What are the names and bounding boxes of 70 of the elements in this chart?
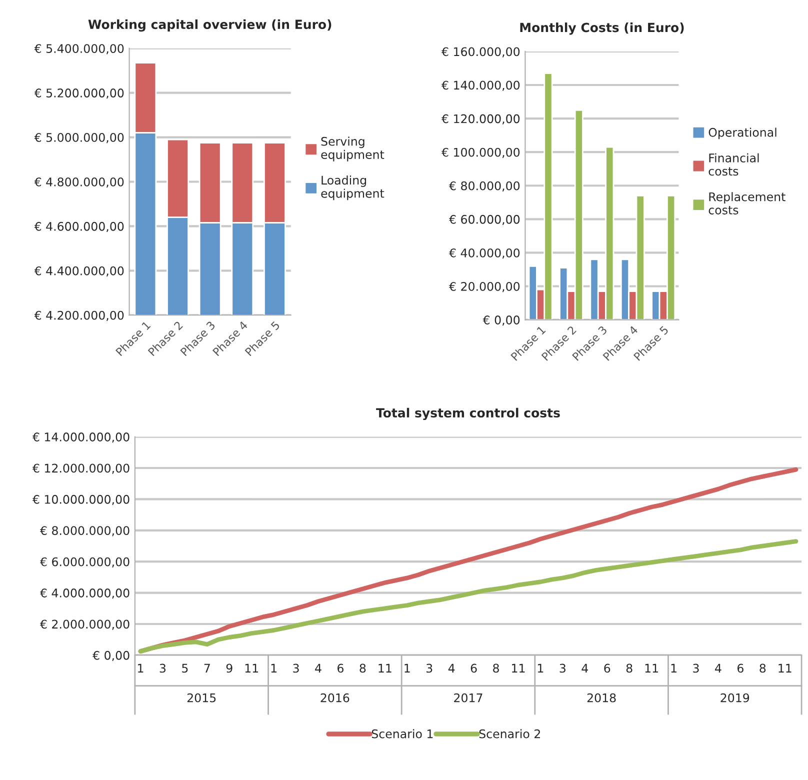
y-tick-label: € 160.000,00	[441, 47, 520, 58]
x-tick-label: 3	[693, 664, 699, 673]
x-tick-label: 11	[378, 664, 392, 673]
legend-label: Operational	[708, 128, 776, 140]
x-tick-label: 7	[204, 664, 210, 673]
text: 2017	[454, 693, 482, 702]
x-tick-label: 6	[470, 664, 477, 673]
text: 2019	[720, 693, 750, 702]
y-tick-label: € 0,00	[482, 316, 520, 326]
y-tick-label: € 10.000.000,00	[32, 494, 130, 506]
y-tick-label: € 4.200.000,00	[34, 310, 124, 321]
x-tick-label: 1	[404, 664, 410, 673]
x-tick-label: 8	[493, 664, 499, 673]
y-tick-label: € 120.000,00	[441, 114, 520, 124]
y-tick-label: € 5.200.000,00	[34, 88, 124, 99]
x-tick-label: 4	[448, 664, 455, 673]
legend-label: Scenario 1	[372, 729, 433, 738]
x-tick-label: 1	[271, 664, 276, 673]
y-tick-label: € 5.400.000,00	[34, 44, 124, 54]
x-tick-label: 3	[160, 664, 166, 673]
x-tick-label: 3	[293, 664, 299, 673]
chart-title: Working capital overview (in Euro)	[88, 19, 332, 32]
x-tick-label: 1	[538, 664, 544, 673]
x-tick-label: 3	[426, 664, 432, 673]
y-tick-label: € 6.000.000,00	[40, 557, 130, 568]
y-tick-label: € 0,00	[92, 650, 130, 662]
x-tick-label: 1	[138, 664, 144, 673]
y-tick-label: € 4.600.000,00	[34, 222, 124, 232]
y-tick-label: € 8.000.000,00	[40, 526, 130, 536]
y-tick-label: € 2.000.000,00	[40, 620, 130, 630]
legend-label: Serving equipment	[321, 136, 384, 162]
x-tick-label: 8	[760, 664, 766, 673]
x-tick-label: 9	[226, 664, 232, 673]
x-tick-label: 3	[560, 664, 566, 673]
x-tick-label: 6	[604, 664, 610, 673]
legend-label: Financial costs	[708, 153, 759, 176]
chart-title: Monthly Costs (in Euro)	[520, 22, 684, 35]
legend-label: Scenario 2	[479, 729, 540, 738]
text: 2018	[587, 693, 616, 702]
x-tick-label: 6	[738, 664, 744, 673]
y-tick-label: € 60.000,00	[448, 214, 520, 226]
x-tick-label: 11	[645, 664, 658, 673]
y-tick-label: € 20.000,00	[448, 282, 520, 292]
y-tick-label: € 100.000,00	[441, 148, 520, 158]
chart-title: Total system control costs	[376, 408, 560, 420]
legend-label: Loading equipment	[321, 175, 384, 200]
y-tick-label: € 40.000,00	[448, 248, 520, 259]
y-tick-label: € 140.000,00	[441, 80, 520, 91]
x-tick-label: 4	[582, 664, 588, 673]
x-tick-label: 8	[626, 664, 632, 673]
line-series	[138, 539, 798, 654]
x-tick-label: 8	[360, 664, 366, 673]
x-tick-label: 1	[671, 664, 676, 673]
y-tick-label: € 80.000,00	[448, 181, 520, 192]
y-tick-label: € 4.800.000,00	[34, 177, 124, 188]
legend-label: Replacement costs	[708, 192, 786, 214]
y-tick-label: € 14.000.000,00	[32, 432, 130, 443]
x-tick-label: 6	[338, 664, 344, 673]
y-tick-label: € 4.000.000,00	[40, 588, 130, 599]
x-tick-label: 4	[315, 664, 322, 673]
x-tick-label: 4	[715, 664, 722, 673]
text: 2016	[320, 693, 350, 702]
x-tick-label: 5	[182, 664, 188, 673]
y-tick-label: € 12.000.000,00	[32, 464, 130, 474]
y-tick-label: € 5.000.000,00	[34, 133, 124, 144]
text: 2015	[187, 693, 216, 702]
x-tick-label: 11	[778, 664, 792, 673]
y-tick-label: € 4.400.000,00	[34, 266, 124, 277]
x-tick-label: 11	[245, 664, 258, 673]
x-tick-label: 11	[512, 664, 525, 673]
